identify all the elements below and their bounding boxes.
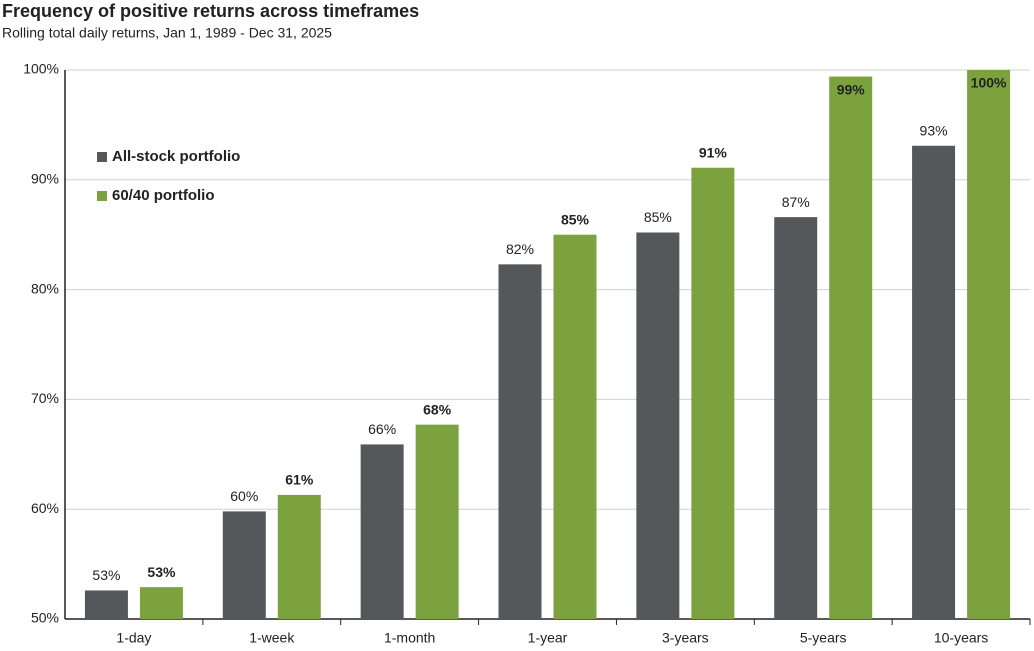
x-tick-label: 1-year <box>528 630 568 646</box>
x-tick-label: 1-month <box>384 630 435 646</box>
data-label: 87% <box>782 194 810 210</box>
bar <box>912 145 956 619</box>
data-label: 99% <box>837 81 866 97</box>
x-tick-label: 1-week <box>249 630 295 646</box>
y-tick-label: 90% <box>31 171 59 187</box>
bar <box>553 234 597 619</box>
bar <box>829 76 873 619</box>
chart-subtitle: Rolling total daily returns, Jan 1, 1989… <box>2 25 332 41</box>
y-tick-label: 50% <box>31 610 59 626</box>
bar <box>774 217 818 619</box>
bar <box>415 424 459 619</box>
data-label: 85% <box>644 209 672 225</box>
legend-label: All-stock portfolio <box>112 148 240 165</box>
data-label: 53% <box>147 564 176 580</box>
legend-swatch <box>97 191 107 201</box>
bar <box>222 511 266 619</box>
data-label: 93% <box>920 122 948 138</box>
data-label: 85% <box>561 211 590 227</box>
data-label: 82% <box>506 241 534 257</box>
bar <box>360 444 404 619</box>
y-tick-label: 60% <box>31 500 59 516</box>
x-tick-label: 1-day <box>116 630 151 646</box>
bar <box>636 232 680 619</box>
bar <box>691 167 735 620</box>
data-label: 100% <box>971 75 1007 91</box>
bar <box>277 494 321 619</box>
legend-swatch <box>97 152 107 162</box>
x-tick-label: 10-years <box>934 630 988 646</box>
data-label: 53% <box>92 567 120 583</box>
data-label: 61% <box>285 472 314 488</box>
bar <box>139 587 183 619</box>
x-tick-label: 5-years <box>800 630 847 646</box>
y-tick-label: 70% <box>31 390 59 406</box>
data-label: 68% <box>423 401 452 417</box>
legend-label: 60/40 portfolio <box>112 187 215 204</box>
y-tick-label: 100% <box>23 61 59 77</box>
y-tick-label: 80% <box>31 280 59 296</box>
x-tick-label: 3-years <box>662 630 709 646</box>
chart-title: Frequency of positive returns across tim… <box>2 1 419 21</box>
bar <box>498 264 542 619</box>
data-label: 60% <box>230 488 258 504</box>
bar <box>967 70 1011 619</box>
bar <box>84 590 128 619</box>
data-label: 66% <box>368 421 396 437</box>
data-label: 91% <box>699 144 728 160</box>
